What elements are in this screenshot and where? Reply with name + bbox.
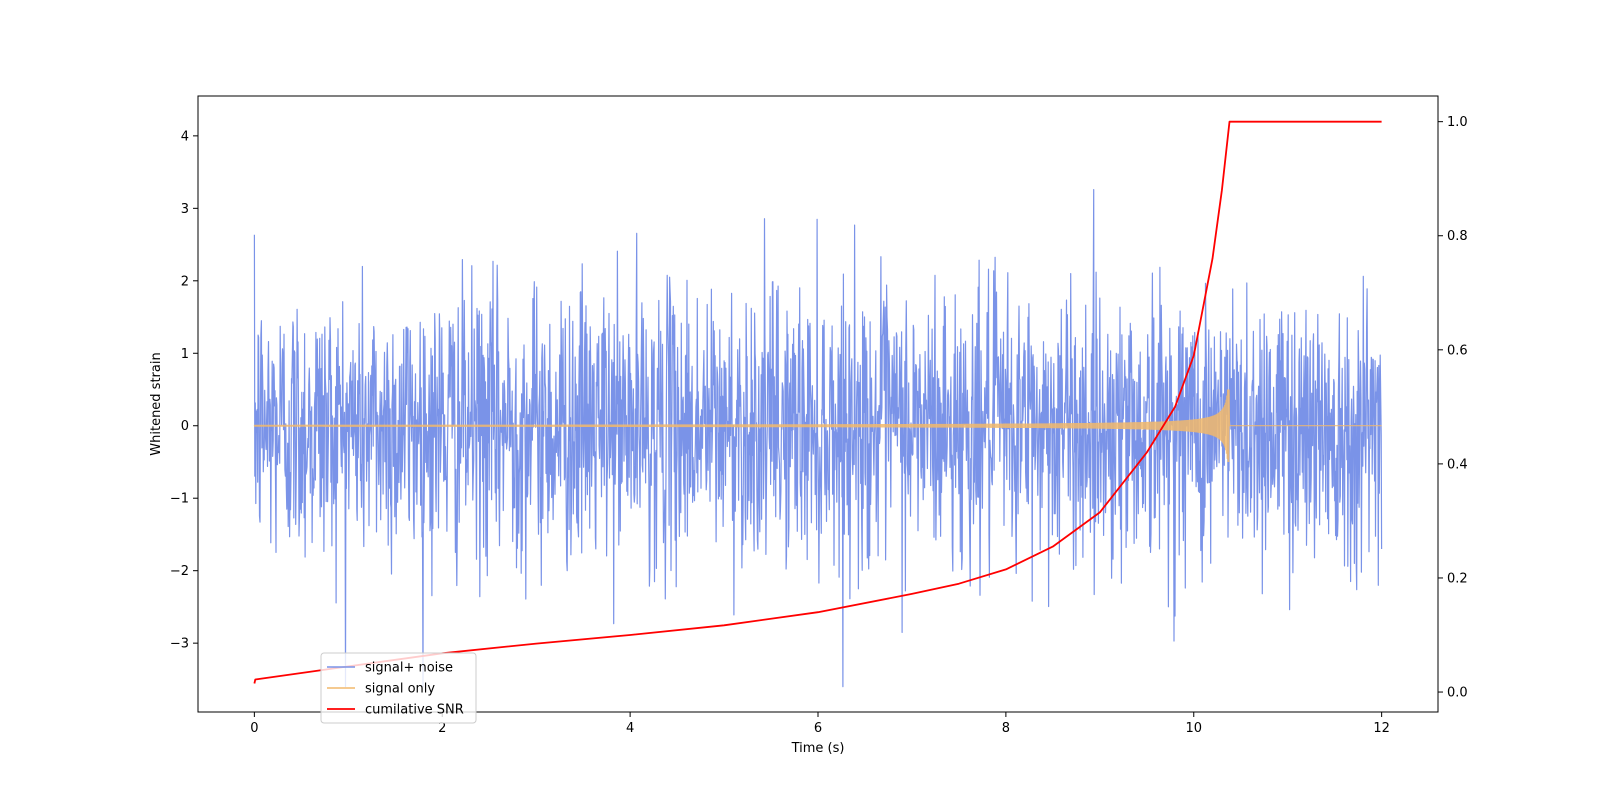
- x-tick-label: 4: [626, 721, 634, 736]
- x-axis-label: Time (s): [791, 741, 845, 756]
- x-tick-label: 12: [1373, 721, 1390, 736]
- x-tick-label: 2: [438, 721, 446, 736]
- y-tick-label: −1: [170, 492, 189, 507]
- y2-tick-label: 0.6: [1447, 343, 1468, 358]
- legend-label: cumilative SNR: [365, 703, 464, 718]
- series-signal-only-line: [253, 389, 1382, 463]
- y2-tick-label: 0.4: [1447, 457, 1468, 472]
- y-tick-label: −3: [170, 637, 189, 652]
- legend-label: signal only: [365, 682, 435, 697]
- y2-tick-label: 0.8: [1447, 229, 1468, 244]
- y-tick-label: 1: [181, 347, 189, 362]
- series-cumulative-snr-line: [253, 120, 1382, 684]
- x-axis: 0 2 4 6 8 10 12: [250, 712, 1390, 736]
- y-tick-label: 0: [181, 419, 189, 434]
- plot-area: [253, 120, 1383, 688]
- y-axis-right: 0.0 0.2 0.4 0.6 0.8 1.0: [1438, 115, 1468, 701]
- y-tick-label: 4: [181, 129, 189, 144]
- y-axis-left: −3 −2 −1 0 1 2 3 4: [170, 129, 198, 652]
- y-tick-label: −2: [170, 564, 189, 579]
- legend-box: [320, 652, 477, 724]
- legend: signal+ noise signal only cumilative SNR: [320, 652, 477, 724]
- y-tick-label: 2: [181, 274, 189, 289]
- y-tick-label: 3: [181, 202, 189, 217]
- y2-tick-label: 0.2: [1447, 571, 1468, 586]
- y2-tick-label: 1.0: [1447, 115, 1468, 130]
- x-tick-label: 6: [814, 721, 822, 736]
- y-axis-label: Whitened strain: [149, 352, 164, 455]
- series-signal-noise-line: [253, 189, 1383, 688]
- x-tick-label: 0: [250, 721, 258, 736]
- legend-label: signal+ noise: [365, 661, 453, 676]
- x-tick-label: 8: [1002, 721, 1010, 736]
- x-tick-label: 10: [1185, 721, 1202, 736]
- y2-tick-label: 0.0: [1447, 686, 1468, 701]
